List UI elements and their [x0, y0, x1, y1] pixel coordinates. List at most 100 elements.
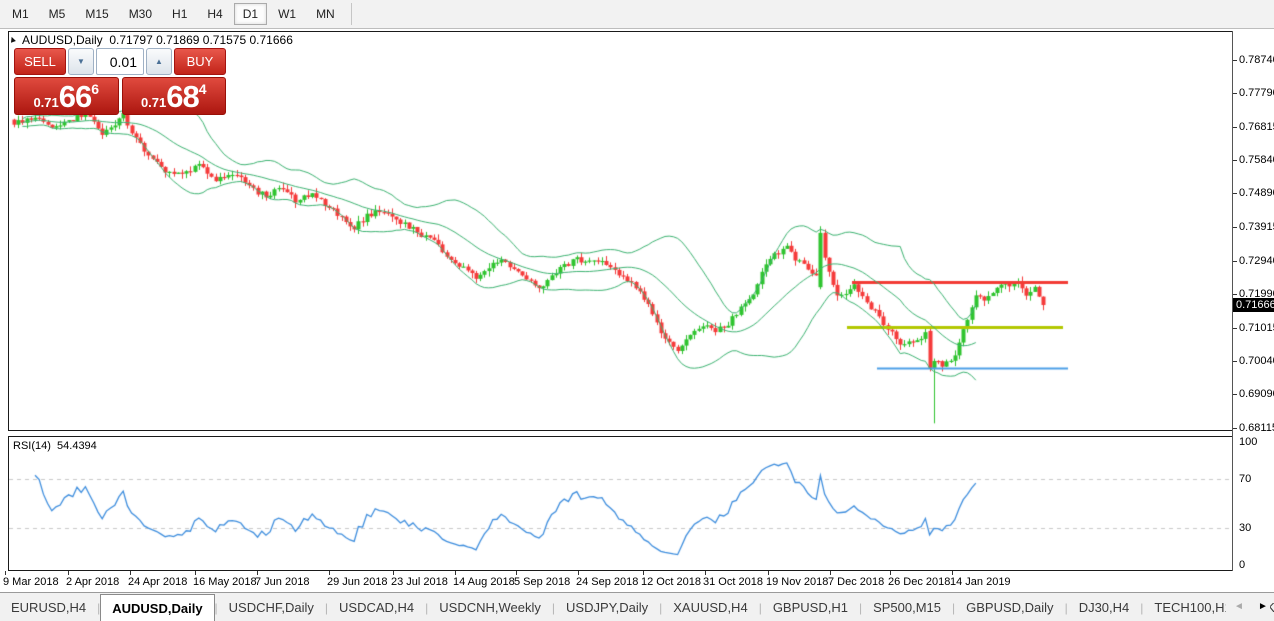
tab-sp500-m15[interactable]: SP500,M15	[873, 600, 942, 615]
date-tick-mark	[455, 571, 456, 575]
current-price-tag: 0.71666	[1233, 298, 1274, 312]
tab-usdcnh-weekly[interactable]: USDCNH,Weekly	[439, 600, 541, 615]
tab-eurusd-h4[interactable]: EURUSD,H4	[11, 600, 87, 615]
buy-price-big: 68	[166, 78, 199, 114]
price-tick-mark	[1233, 160, 1237, 161]
timeframe-button-m5[interactable]: M5	[48, 7, 66, 21]
date-tick-label: 26 Dec 2018	[888, 576, 951, 588]
tab-scroll-left-icon[interactable]: ◄	[1234, 600, 1244, 612]
date-tick-mark	[705, 571, 706, 575]
price-tick-mark	[1233, 328, 1237, 329]
date-axis: 9 Mar 2018 2 Apr 2018 24 Apr 2018 16 May 20…	[0, 571, 1274, 592]
tab-gbpusd-daily[interactable]: GBPUSD,Daily	[966, 600, 1054, 615]
price-tick-label: 0.73915	[1239, 221, 1274, 233]
timeframe-button-d1[interactable]: D1	[233, 3, 268, 25]
timeframe-button-w1[interactable]: W1	[278, 7, 297, 21]
tab-usdcad-h4[interactable]: USDCAD,H4	[339, 600, 415, 615]
volume-increase-button[interactable]: ▲	[146, 48, 172, 75]
sell-button[interactable]: SELL	[14, 48, 66, 75]
date-tick-label: 12 Oct 2018	[641, 576, 701, 588]
price-tick-mark	[1233, 428, 1237, 429]
rsi-label: RSI(14)	[13, 440, 51, 452]
price-tick-mark	[1233, 93, 1237, 94]
tab-gbpusd-h1[interactable]: GBPUSD,H1	[772, 600, 848, 615]
chart-title-symbol: AUDUSD,Daily	[22, 33, 103, 47]
tab-usdchf-daily[interactable]: USDCHF,Daily	[228, 600, 314, 615]
one-click-trade-panel: SELL ▼ ▲ BUY 0.71 66 6 0.71 68 4	[14, 48, 226, 115]
tab-scroll-right-icon[interactable]: ►	[1258, 600, 1268, 612]
date-tick-mark	[578, 571, 579, 575]
buy-price-box[interactable]: 0.71 68 4	[121, 77, 226, 115]
volume-decrease-button[interactable]: ▼	[68, 48, 94, 75]
date-tick-label: 14 Aug 2018	[453, 576, 515, 588]
rsi-title: RSI(14) 54.4394	[13, 440, 97, 452]
tab-separator: |	[214, 600, 218, 615]
timeframe-button-h4[interactable]: H4	[207, 7, 223, 21]
date-tick-label: 31 Oct 2018	[703, 576, 763, 588]
buy-button[interactable]: BUY	[174, 48, 226, 75]
date-tick-mark	[195, 571, 196, 575]
buy-price-sup: 4	[198, 81, 207, 97]
date-tick-mark	[5, 571, 6, 575]
timeframe-button-m30[interactable]: M30	[128, 7, 153, 21]
rsi-axis-label: 100	[1239, 436, 1258, 448]
price-tick-mark	[1233, 361, 1237, 362]
date-tick-mark	[257, 571, 258, 575]
date-tick-label: 5 Sep 2018	[514, 576, 571, 588]
chart-title-ohlc: 0.71797 0.71869 0.71575 0.71666	[109, 33, 293, 47]
sell-price-big: 66	[58, 78, 92, 114]
price-tick-mark	[1233, 127, 1237, 128]
tab-scroll-buttons: ◄ ►	[1226, 597, 1270, 615]
rsi-canvas[interactable]	[9, 437, 1232, 570]
date-tick-mark	[516, 571, 517, 575]
chart-title: AUDUSD,Daily 0.71797 0.71869 0.71575 0.7…	[22, 33, 293, 47]
timeframe-button-mn[interactable]: MN	[316, 7, 335, 21]
tab-xauusd-h4[interactable]: XAUUSD,H4	[673, 600, 748, 615]
price-tick-mark	[1233, 394, 1237, 395]
tab-dj30-h4[interactable]: DJ30,H4	[1078, 600, 1130, 615]
tab-audusd-daily[interactable]: AUDUSD,Daily	[100, 594, 215, 621]
date-tick-mark	[768, 571, 769, 575]
price-tick-mark	[1233, 227, 1237, 228]
volume-input[interactable]	[96, 48, 144, 75]
date-tick-label: 24 Sep 2018	[576, 576, 639, 588]
date-tick-label: 16 May 2018	[193, 576, 257, 588]
tab-separator: |	[97, 600, 101, 615]
rsi-panel[interactable]	[8, 436, 1233, 571]
timeframe-button-m15[interactable]: M15	[85, 7, 109, 21]
tab-separator: |	[1064, 600, 1068, 615]
timeframe-button-m1[interactable]: M1	[12, 7, 29, 21]
date-tick-label: 2 Apr 2018	[66, 576, 120, 588]
sell-price-box[interactable]: 0.71 66 6	[14, 77, 119, 115]
price-tick-mark	[1233, 60, 1237, 61]
date-tick-mark	[130, 571, 131, 575]
date-tick-mark	[643, 571, 644, 575]
date-tick-label: 7 Jun 2018	[255, 576, 310, 588]
price-tick-label: 0.76815	[1239, 121, 1274, 133]
tab-tech100-h1[interactable]: TECH100,H1	[1154, 600, 1232, 615]
date-tick-label: 7 Dec 2018	[828, 576, 885, 588]
sell-price-small: 0.71	[33, 94, 59, 110]
date-tick-label: 24 Apr 2018	[128, 576, 188, 588]
rsi-axis-label: 30	[1239, 522, 1252, 534]
tab-usdjpy-daily[interactable]: USDJPY,Daily	[566, 600, 649, 615]
rsi-axis-label: 0	[1239, 559, 1246, 571]
date-tick-mark	[68, 571, 69, 575]
timeframe-toolbar: M1 M5 M15 M30 H1 H4 D1 W1 MN	[0, 0, 1274, 29]
date-tick-mark	[890, 571, 891, 575]
tab-separator: |	[858, 600, 863, 615]
timeframe-button-h1[interactable]: H1	[172, 7, 188, 21]
price-tick-mark	[1233, 294, 1237, 295]
date-tick-mark	[830, 571, 831, 575]
date-tick-mark	[329, 571, 330, 575]
toolbar-separator	[350, 3, 352, 25]
tab-separator: |	[758, 600, 762, 615]
sell-price-sup: 6	[91, 81, 100, 97]
